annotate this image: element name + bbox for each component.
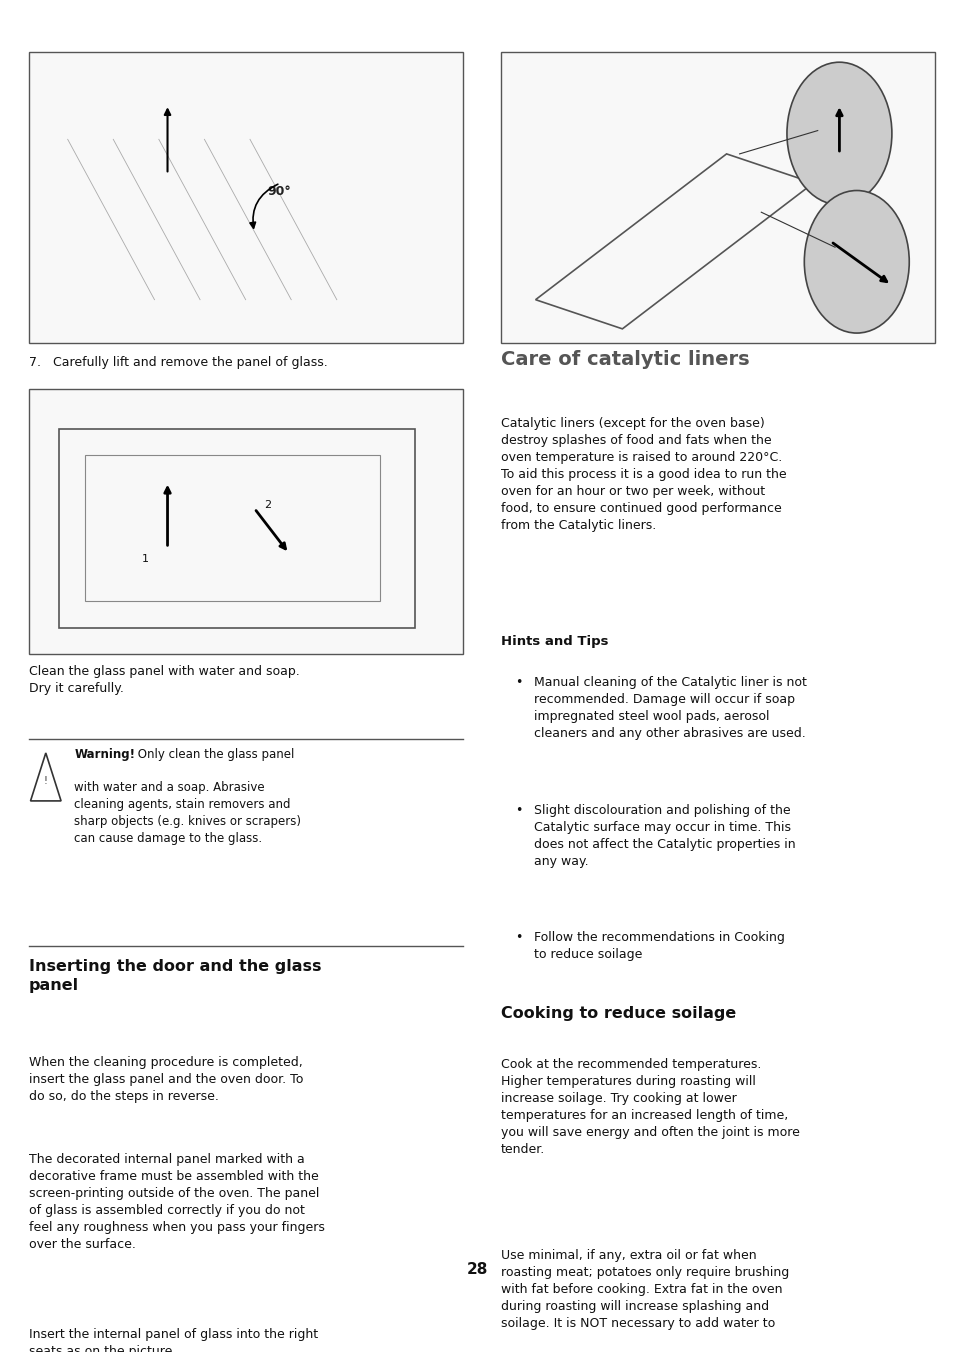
Text: 1: 1: [142, 553, 150, 564]
Text: •: •: [515, 803, 522, 817]
Bar: [59, 429, 415, 627]
Text: Use minimal, if any, extra oil or fat when
roasting meat; potatoes only require : Use minimal, if any, extra oil or fat wh…: [500, 1249, 788, 1330]
Text: 7.   Carefully lift and remove the panel of glass.: 7. Carefully lift and remove the panel o…: [29, 357, 327, 369]
Text: Cook at the recommended temperatures.
Higher temperatures during roasting will
i: Cook at the recommended temperatures. Hi…: [500, 1057, 799, 1156]
Text: Care of catalytic liners: Care of catalytic liners: [500, 350, 749, 369]
Text: 28: 28: [466, 1261, 487, 1276]
Text: Hints and Tips: Hints and Tips: [500, 635, 608, 648]
Text: •: •: [515, 930, 522, 944]
Circle shape: [786, 62, 891, 204]
FancyBboxPatch shape: [29, 389, 462, 654]
FancyBboxPatch shape: [29, 51, 462, 343]
Text: 2: 2: [264, 500, 271, 510]
Text: 90°: 90°: [267, 185, 291, 199]
Text: Warning!: Warning!: [74, 748, 135, 761]
Text: with water and a soap. Abrasive
cleaning agents, stain removers and
sharp object: with water and a soap. Abrasive cleaning…: [74, 781, 301, 845]
Text: Cooking to reduce soilage: Cooking to reduce soilage: [500, 1006, 736, 1021]
Text: Insert the internal panel of glass into the right
seats as on the picture.: Insert the internal panel of glass into …: [29, 1329, 317, 1352]
Text: Catalytic liners (except for the oven base)
destroy splashes of food and fats wh: Catalytic liners (except for the oven ba…: [500, 418, 785, 533]
Text: Only clean the glass panel: Only clean the glass panel: [133, 748, 294, 761]
Text: Follow the recommendations in Cooking
to reduce soilage: Follow the recommendations in Cooking to…: [534, 930, 784, 960]
Text: The decorated internal panel marked with a
decorative frame must be assembled wi: The decorated internal panel marked with…: [29, 1153, 324, 1252]
Bar: [85, 456, 380, 602]
Text: Clean the glass panel with water and soap.
Dry it carefully.: Clean the glass panel with water and soa…: [29, 665, 299, 695]
Circle shape: [803, 191, 908, 333]
Text: !: !: [44, 776, 48, 787]
FancyBboxPatch shape: [500, 51, 934, 343]
Text: When the cleaning procedure is completed,
insert the glass panel and the oven do: When the cleaning procedure is completed…: [29, 1056, 303, 1103]
Text: Manual cleaning of the Catalytic liner is not
recommended. Damage will occur if : Manual cleaning of the Catalytic liner i…: [534, 676, 806, 741]
Text: •: •: [515, 676, 522, 690]
Text: Inserting the door and the glass
panel: Inserting the door and the glass panel: [29, 959, 321, 992]
Text: Slight discolouration and polishing of the
Catalytic surface may occur in time. : Slight discolouration and polishing of t…: [534, 803, 795, 868]
